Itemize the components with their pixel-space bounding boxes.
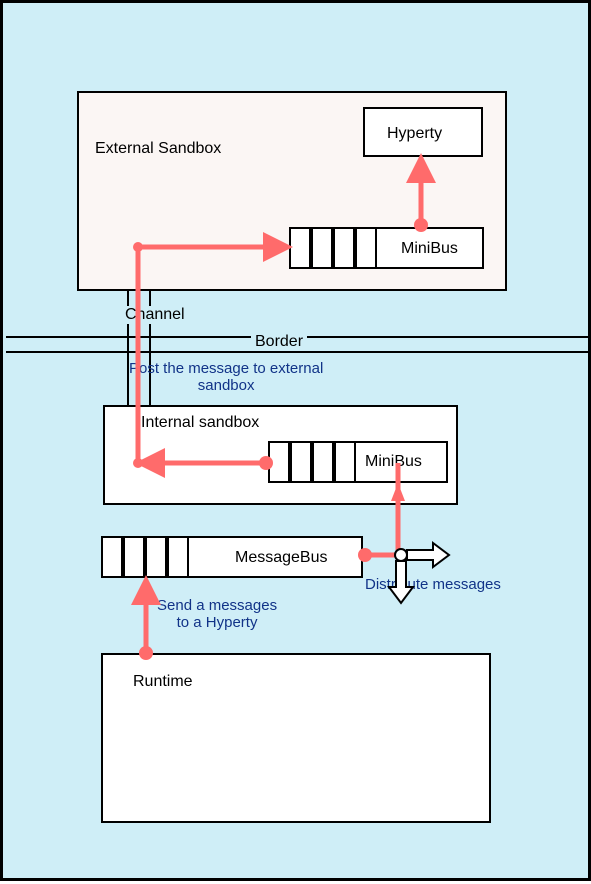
diagram-canvas: External Sandbox Hyperty MiniBus Channel… [0, 0, 591, 881]
messagebus-cell [167, 536, 189, 578]
minibus-ext-cell [355, 227, 377, 269]
hyperty-label: Hyperty [387, 125, 442, 143]
note-distribute: Distribute messages [365, 576, 501, 593]
border-label: Border [251, 333, 307, 351]
messagebus-cell [101, 536, 123, 578]
outline-arrow-right [407, 543, 449, 567]
messagebus-cell [123, 536, 145, 578]
minibus-external-label: MiniBus [401, 240, 458, 258]
runtime-label: Runtime [133, 673, 193, 691]
minibus-ext-cell [333, 227, 355, 269]
messagebus-label: MessageBus [235, 549, 328, 567]
distribute-junction [395, 549, 407, 561]
channel-label: Channel [123, 306, 187, 324]
minibus-ext-cell [311, 227, 333, 269]
minibus-int-cell [312, 441, 334, 483]
note-send-hyperty: Send a messages to a Hyperty [157, 597, 277, 631]
messagebus-cell [145, 536, 167, 578]
minibus-int-cell [290, 441, 312, 483]
external-sandbox-label: External Sandbox [95, 140, 221, 158]
minibus-internal-label: MiniBus [365, 453, 422, 471]
minibus-int-cell [334, 441, 356, 483]
border-line-bottom [6, 351, 591, 353]
minibus-ext-cell [289, 227, 311, 269]
minibus-int-cell [268, 441, 290, 483]
note-post-external: Post the message to external sandbox [129, 360, 323, 394]
internal-sandbox-label: Internal sandbox [141, 414, 259, 432]
